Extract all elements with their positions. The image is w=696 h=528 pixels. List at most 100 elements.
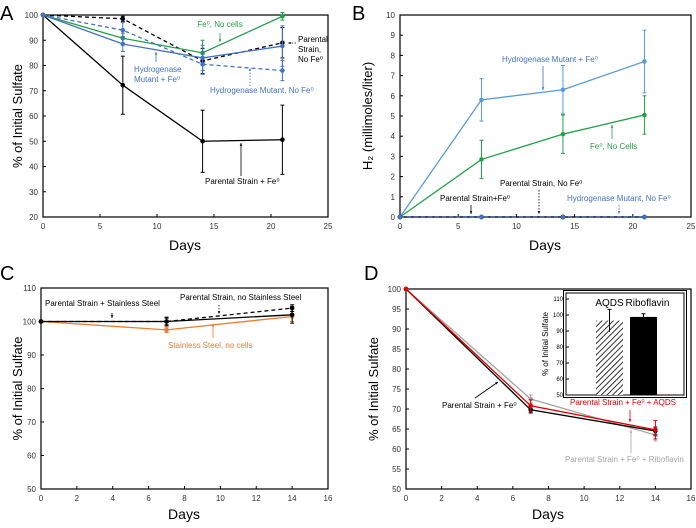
x-tick-label: 10 bbox=[580, 494, 589, 503]
y-axis-label: H₂ (millimoles/liter) bbox=[360, 62, 375, 170]
y-tick-label: 50 bbox=[27, 485, 36, 494]
x-tick-label: 8 bbox=[546, 494, 551, 503]
panel-letter: A bbox=[0, 3, 14, 25]
y-tick-label: 0 bbox=[391, 213, 396, 222]
y-tick-label: 60 bbox=[29, 112, 38, 121]
y-tick-label: 80 bbox=[29, 62, 38, 71]
x-tick-label: 4 bbox=[475, 494, 480, 503]
x-tick-label: 12 bbox=[615, 494, 624, 503]
data-point bbox=[479, 97, 484, 103]
annotation-arrowhead-icon bbox=[628, 419, 632, 422]
y-tick-label: 4 bbox=[391, 132, 396, 141]
x-tick-label: 12 bbox=[252, 494, 261, 503]
panel-b: B 0 5 10 15 20 25 0 1 2 3 4 5 6 7 8 9 10 Days H₂ (millimole… bbox=[352, 3, 696, 253]
annotation-arrowhead-icon bbox=[218, 39, 222, 42]
annotation-arrowhead-icon bbox=[629, 430, 633, 433]
panel-letter: C bbox=[0, 263, 14, 285]
data-point bbox=[403, 286, 409, 292]
data-point bbox=[280, 43, 285, 49]
y-tick-label: 60 bbox=[27, 452, 36, 461]
series-2 bbox=[403, 286, 658, 440]
x-axis-label: Days bbox=[169, 237, 201, 253]
y-tick-label: 7 bbox=[391, 72, 396, 81]
annotation-label: Parental Strain + Fe⁰ bbox=[442, 401, 517, 410]
data-point bbox=[120, 16, 126, 22]
series-line bbox=[42, 14, 283, 72]
series-line bbox=[42, 14, 283, 142]
data-point bbox=[280, 137, 285, 143]
y-tick-label: 65 bbox=[392, 425, 401, 434]
annotation-arrowhead-icon bbox=[541, 87, 545, 90]
x-axis-label: Days bbox=[532, 506, 564, 522]
y-tick-label: 50 bbox=[392, 485, 401, 494]
x-tick-label: 14 bbox=[651, 494, 660, 503]
y-tick-label: 75 bbox=[392, 385, 401, 394]
y-tick-label: 6 bbox=[391, 92, 396, 101]
x-tick-label: 0 bbox=[39, 494, 44, 503]
data-point bbox=[642, 112, 647, 118]
x-tick-label: 20 bbox=[267, 222, 276, 231]
x-tick-label: 5 bbox=[98, 222, 103, 231]
x-tick-label: 14 bbox=[288, 494, 297, 503]
data-point bbox=[40, 12, 46, 18]
y-tick-label: 100 bbox=[388, 285, 402, 294]
inset-category-label: Riboflavin bbox=[626, 298, 670, 309]
series-4 bbox=[397, 214, 647, 220]
x-tick-label: 5 bbox=[456, 222, 461, 231]
x-tick-label: 16 bbox=[687, 494, 696, 503]
inset-bar-chart: 50 60 70 80 90 100 110 % of Initial Sulfate AQDS… bbox=[541, 290, 687, 399]
x-tick-label: 4 bbox=[111, 494, 116, 503]
inset-y-tick-label: 50 bbox=[556, 393, 563, 399]
x-tick-label: 25 bbox=[687, 222, 696, 231]
panel-c: C 0 2 4 6 8 10 12 14 16 50 60 70 80 90 100 110 Days % of I… bbox=[0, 263, 333, 522]
data-point bbox=[560, 87, 566, 93]
series-line bbox=[42, 14, 283, 59]
panel-letter: D bbox=[364, 263, 378, 285]
annotation-arrowhead-icon bbox=[211, 324, 215, 327]
annotation-arrowhead-icon bbox=[469, 211, 473, 214]
inset-y-tick-label: 100 bbox=[553, 313, 564, 319]
annotation-arrowhead-icon bbox=[537, 211, 541, 214]
panel-letter: B bbox=[352, 3, 365, 25]
data-point bbox=[560, 214, 566, 220]
series-line bbox=[399, 60, 645, 218]
annotation-label: Hydrogenase Mutant, No Fe⁰ bbox=[567, 194, 671, 203]
y-tick-label: 9 bbox=[391, 31, 396, 40]
y-tick-label: 80 bbox=[392, 365, 401, 374]
y-tick-label: 30 bbox=[29, 188, 38, 197]
data-point bbox=[397, 214, 403, 220]
annotation-label: Stainless Steel, no cells bbox=[168, 341, 253, 350]
annotation-label: Parental Strain + Stainless Steel bbox=[45, 299, 160, 308]
series-4 bbox=[40, 12, 285, 82]
data-point bbox=[289, 305, 295, 311]
data-point bbox=[200, 138, 205, 144]
x-tick-label: 10 bbox=[512, 222, 521, 231]
annotation-label: Parental Strain, no Stainless Steel bbox=[180, 293, 302, 302]
data-point bbox=[38, 319, 44, 324]
inset-outer-frame bbox=[563, 290, 687, 398]
y-tick-label: 70 bbox=[392, 405, 401, 414]
y-tick-label: 5 bbox=[391, 112, 396, 121]
annotation-label: Strain, bbox=[298, 45, 321, 54]
data-point bbox=[280, 13, 285, 19]
x-tick-label: 6 bbox=[511, 494, 516, 503]
annotation-label: Parental Strain + Fe⁰ + Riboflavin bbox=[565, 455, 684, 464]
annotation-arrowhead-icon bbox=[610, 125, 614, 128]
annotation-arrowhead-icon bbox=[288, 41, 291, 45]
data-point bbox=[120, 41, 126, 47]
inset-y-tick-label: 60 bbox=[556, 377, 563, 383]
data-point bbox=[642, 59, 647, 64]
data-point bbox=[164, 327, 169, 333]
y-tick-label: 40 bbox=[29, 163, 38, 172]
data-point bbox=[120, 82, 126, 88]
y-axis-label: % of Initial Sulfate bbox=[10, 336, 25, 440]
x-tick-label: 10 bbox=[216, 494, 225, 503]
y-tick-label: 20 bbox=[29, 213, 38, 222]
series-2 bbox=[38, 304, 295, 326]
y-tick-label: 85 bbox=[392, 345, 401, 354]
annotation-label: Hydrogenase Mutant, No Fe⁰ bbox=[210, 86, 314, 95]
annotation-label: Parental Strain + Fe⁰ + AQDS bbox=[570, 398, 676, 407]
y-tick-label: 60 bbox=[392, 445, 401, 454]
